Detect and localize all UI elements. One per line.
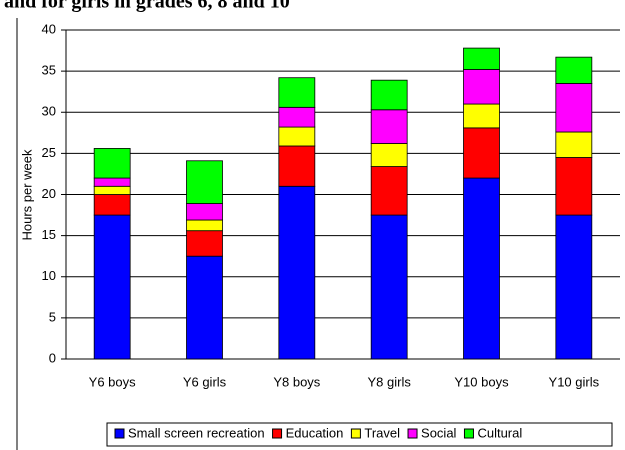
x-tick-label: Y10 girls bbox=[549, 374, 600, 389]
y-tick-label: 25 bbox=[42, 145, 56, 160]
bar-segment bbox=[463, 47, 500, 70]
bar-segment bbox=[555, 83, 593, 133]
legend-label: Education bbox=[286, 425, 344, 440]
x-tick-label: Y8 girls bbox=[367, 374, 411, 389]
bar-segment bbox=[463, 103, 500, 129]
bar-segment bbox=[463, 69, 500, 105]
y-tick-label: 30 bbox=[42, 104, 56, 119]
x-tick-label: Y6 girls bbox=[183, 374, 227, 389]
legend-swatch bbox=[407, 428, 418, 439]
legend-swatch bbox=[272, 428, 283, 439]
y-tick-label: 20 bbox=[42, 186, 56, 201]
legend-swatch bbox=[114, 428, 125, 439]
y-tick-label: 0 bbox=[49, 350, 56, 365]
bar-segment bbox=[186, 230, 223, 257]
bar-segment bbox=[555, 157, 593, 216]
bar-segment bbox=[370, 166, 408, 216]
y-tick-label: 5 bbox=[49, 309, 56, 324]
y-tick-label: 40 bbox=[42, 21, 56, 36]
bar-segment bbox=[555, 131, 593, 158]
bar-segment bbox=[370, 109, 408, 144]
bar-segment bbox=[463, 177, 500, 360]
y-tick-label: 10 bbox=[42, 268, 56, 283]
bar-segment bbox=[370, 143, 408, 167]
y-axis-label: Hours per week bbox=[19, 149, 34, 241]
bar-segment bbox=[93, 148, 131, 179]
bar-segment bbox=[370, 79, 408, 111]
legend-label: Small screen recreation bbox=[128, 425, 265, 440]
bar-segment bbox=[93, 214, 131, 360]
bar-segment bbox=[555, 56, 593, 84]
bar-segment bbox=[186, 219, 223, 232]
bar-segment bbox=[555, 214, 593, 360]
bar-segment bbox=[278, 145, 316, 187]
legend-swatch bbox=[463, 428, 474, 439]
legend-label: Social bbox=[421, 425, 457, 440]
bar-segment bbox=[93, 185, 131, 195]
x-tick-label: Y10 boys bbox=[454, 374, 509, 389]
x-tick-label: Y6 boys bbox=[89, 374, 136, 389]
bar-segment bbox=[278, 106, 316, 128]
bar-segment bbox=[93, 177, 131, 187]
bar-segment bbox=[278, 126, 316, 147]
bar-segment bbox=[278, 185, 316, 360]
bar-segment bbox=[186, 203, 223, 221]
bar-segment bbox=[463, 127, 500, 179]
x-tick-label: Y8 boys bbox=[273, 374, 320, 389]
legend-label: Travel bbox=[364, 425, 400, 440]
bar-segment bbox=[186, 160, 223, 204]
bar-segment bbox=[370, 214, 408, 360]
bar-segment bbox=[278, 77, 316, 108]
chart-title: and for girls in grades 6, 8 and 10 bbox=[4, 0, 290, 13]
bar-segment bbox=[186, 255, 223, 360]
y-tick-label: 35 bbox=[42, 63, 56, 78]
bar-segment bbox=[93, 194, 131, 216]
legend-label: Cultural bbox=[477, 425, 522, 440]
legend-swatch bbox=[350, 428, 361, 439]
y-tick-label: 15 bbox=[42, 227, 56, 242]
